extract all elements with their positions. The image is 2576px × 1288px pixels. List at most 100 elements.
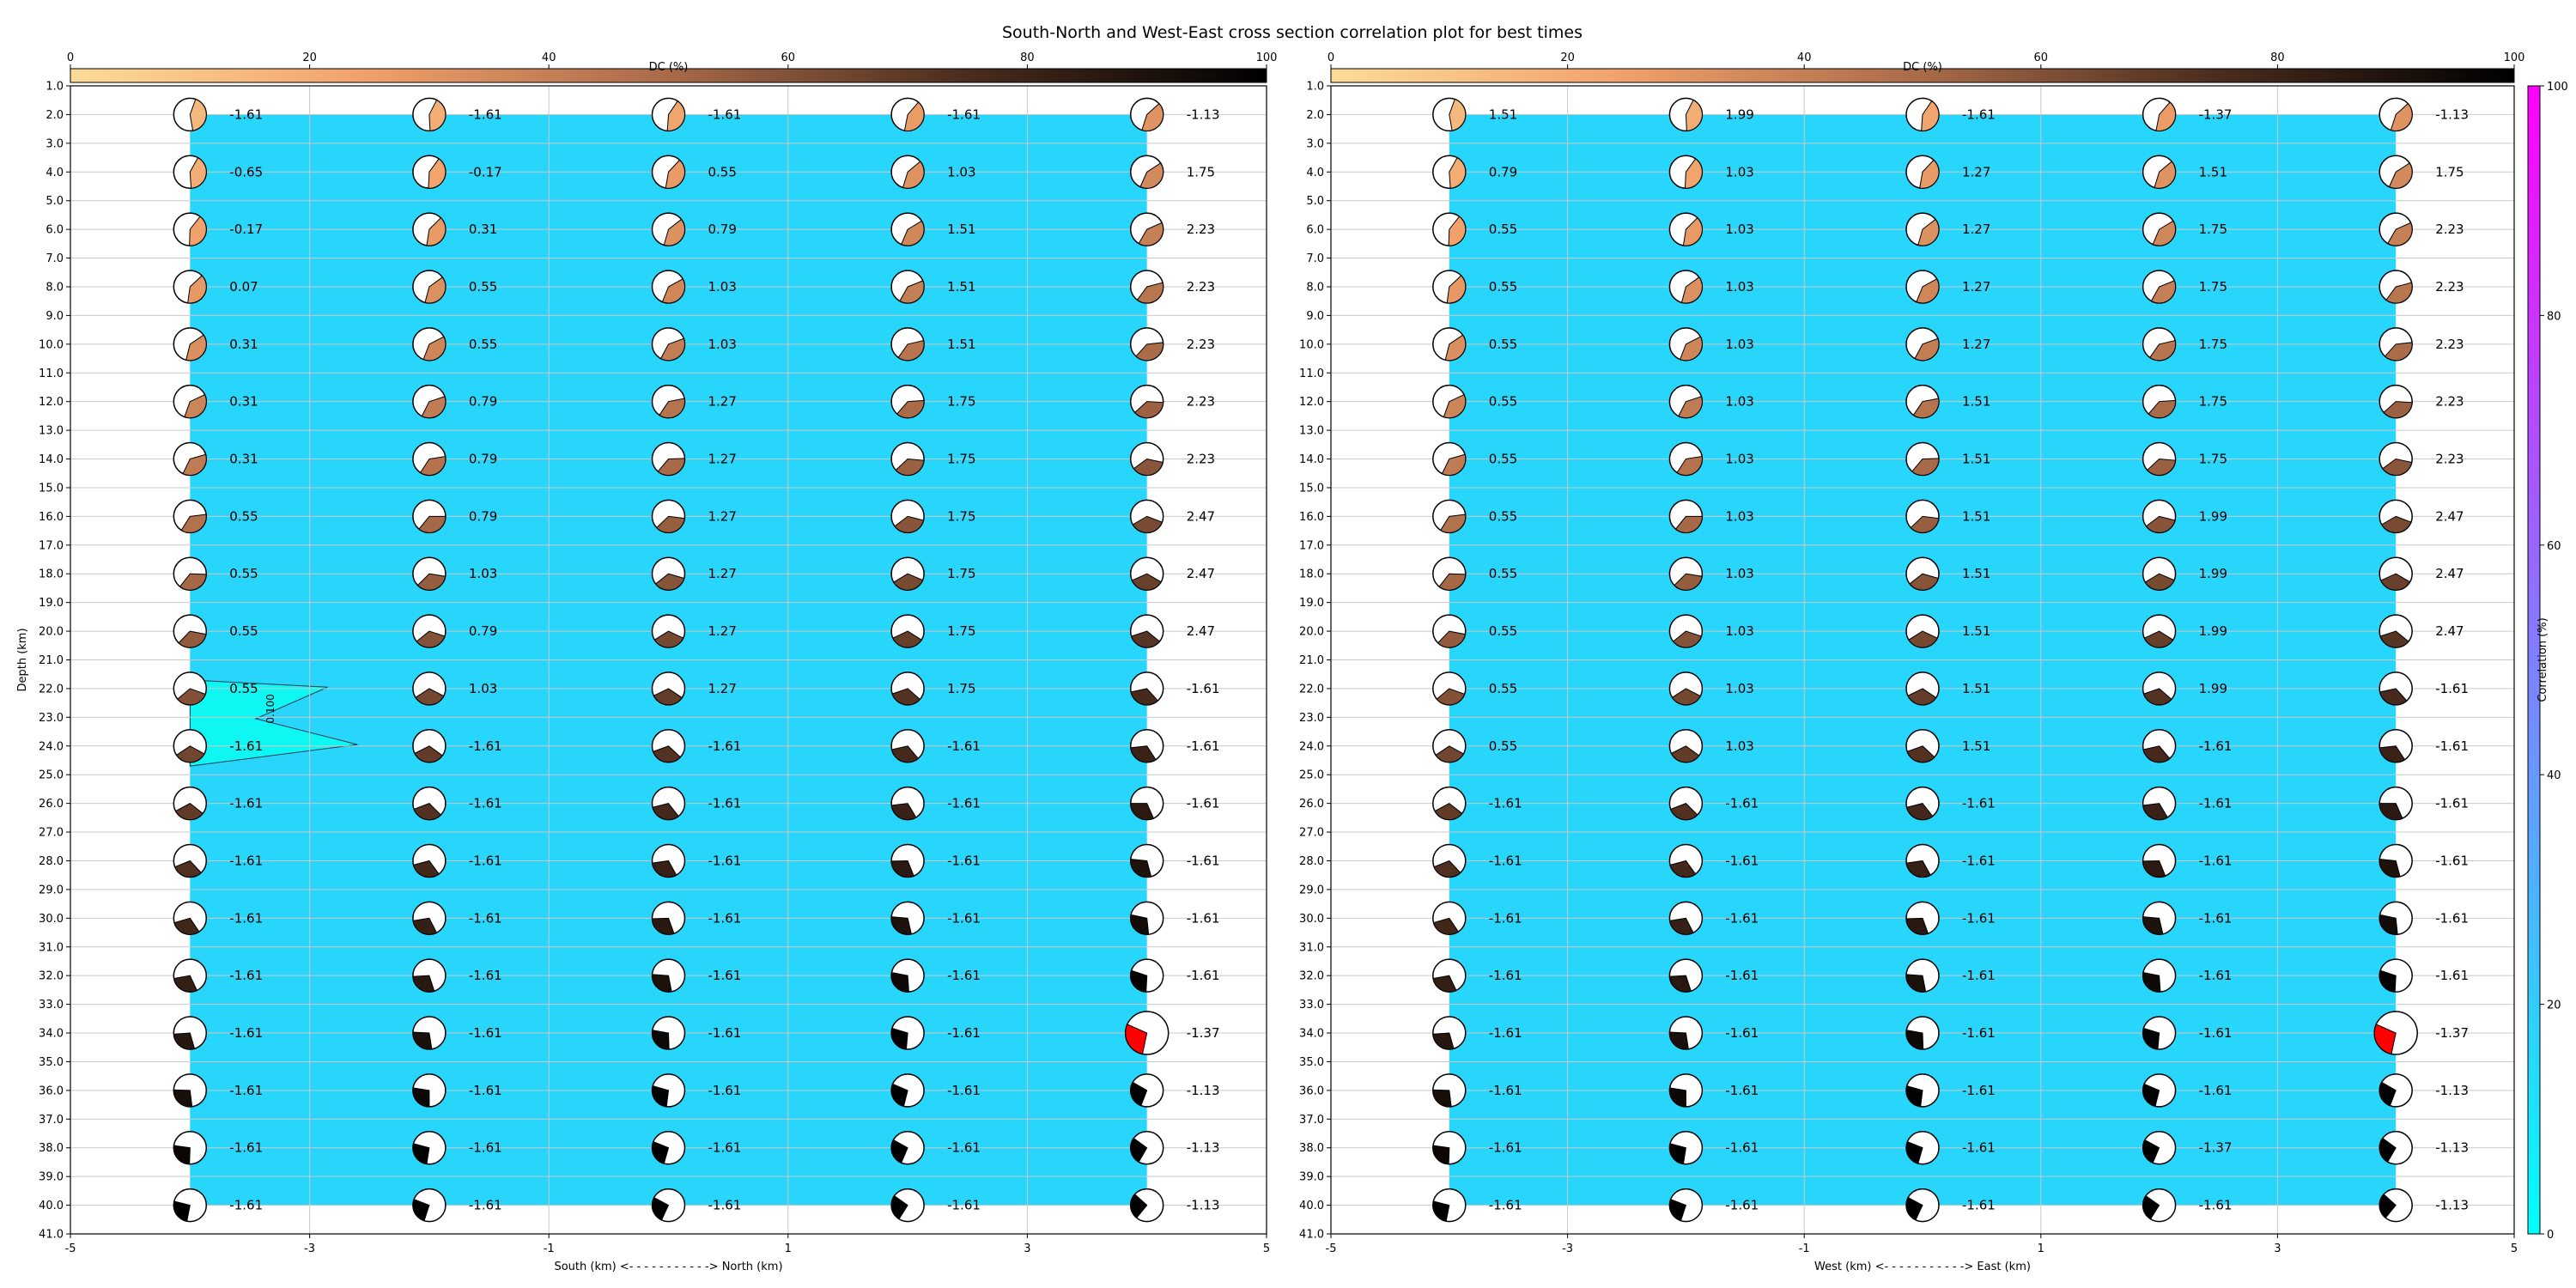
beachball (2142, 1188, 2177, 1223)
dc-colorbar-label: DC (%) (1903, 61, 1942, 74)
beachball-value: -1.61 (947, 738, 981, 754)
correlation-colorbar-gradient (2527, 85, 2541, 1235)
beachball (1432, 327, 1467, 361)
beachball-compression (1449, 98, 1467, 131)
beachball-compression (651, 917, 675, 935)
beachball-compression (2379, 1137, 2397, 1163)
beachball-compression (656, 515, 685, 533)
beachball-compression (2385, 282, 2413, 304)
beachball-compression (895, 459, 925, 476)
beachball-compression (416, 630, 446, 648)
beachball-compression (652, 1030, 670, 1050)
y-tick-label: 37.0 (39, 1114, 64, 1127)
beachball-compression (2142, 1083, 2160, 1107)
beachball-compression (2390, 103, 2413, 131)
beachball (2142, 729, 2177, 763)
beachball-value: 0.55 (1489, 394, 1517, 410)
beachball-compression (659, 337, 685, 361)
beachball-value: -1.13 (2435, 1198, 2469, 1213)
beachball-value: -1.61 (229, 796, 263, 811)
beachball-value: -1.13 (1187, 106, 1220, 122)
beachball (1432, 1130, 1467, 1165)
beachball-compression (652, 860, 677, 878)
beachball-value: -1.13 (2435, 1083, 2469, 1098)
beachball (1432, 212, 1467, 246)
beachball (412, 270, 447, 304)
beachball-value: 0.55 (1489, 623, 1517, 639)
dc-colorbar-tick-label: 20 (1560, 52, 1575, 64)
y-tick-label: 38.0 (1299, 1142, 1324, 1155)
beachball-compression (2379, 745, 2406, 763)
beachball-value: 2.23 (2435, 222, 2464, 237)
beachball-value: -1.61 (1489, 796, 1522, 811)
beachball (173, 786, 208, 821)
beachball-compression (180, 513, 207, 533)
beachball-compression (1130, 969, 1148, 993)
beachball-value: 0.79 (1489, 164, 1517, 179)
beachball-value: 1.75 (947, 566, 975, 581)
dc-colorbar-label: DC (%) (649, 61, 689, 74)
beachball-value: -1.61 (2435, 968, 2469, 983)
beachball-compression (1905, 917, 1929, 935)
beachball-value: -1.61 (469, 910, 502, 926)
beachball (651, 1016, 686, 1050)
beachball-value: 1.03 (1725, 279, 1753, 295)
beachball-value: -1.61 (2199, 1025, 2233, 1041)
beachball (1668, 327, 1704, 361)
beachball-value: -1.61 (1489, 1083, 1522, 1098)
dc-colorbar-gradient (70, 68, 1267, 83)
beachball-compression (1911, 458, 1940, 477)
beachball-compression (184, 393, 207, 419)
beachball-value: 1.27 (708, 681, 737, 696)
beachball-value: 2.23 (1187, 452, 1215, 467)
beachball-value: -1.61 (1725, 1025, 1759, 1041)
beachball-compression (2155, 101, 2177, 131)
beachball-value: -1.61 (2435, 853, 2469, 868)
y-tick-label: 11.0 (1299, 368, 1324, 380)
y-tick-label: 30.0 (1299, 913, 1324, 926)
beachball (1129, 97, 1164, 132)
correlation-colorbar-tick-label: 20 (2547, 999, 2561, 1012)
beachball-compression (187, 275, 207, 304)
beachball-compression (652, 1196, 670, 1221)
beachball (1432, 155, 1467, 190)
beachball-value: 2.23 (2435, 452, 2464, 467)
beachball (1668, 155, 1704, 190)
beachball-compression (653, 688, 683, 706)
beachball-value: -1.61 (708, 853, 742, 868)
beachball-value: 0.55 (1489, 337, 1517, 352)
beachball (1129, 843, 1164, 878)
beachball-value: 1.75 (947, 452, 975, 467)
beachball-compression (416, 573, 447, 591)
beachball-compression (894, 515, 925, 533)
beachball-value: 1.27 (1962, 222, 1990, 237)
beachball (1905, 614, 1940, 648)
beachball (2142, 786, 2177, 821)
beachball-value: -1.61 (469, 796, 502, 811)
beachball (1905, 97, 1940, 132)
beachball (1432, 384, 1467, 419)
beachball-value: -1.61 (1489, 1198, 1522, 1213)
y-tick-label: 23.0 (39, 712, 64, 725)
beachball (651, 671, 686, 706)
y-tick-label: 19.0 (39, 597, 64, 610)
beachball-compression (1130, 1081, 1148, 1107)
beachball-compression (412, 1031, 433, 1050)
beachball (2142, 1130, 2177, 1165)
beachball-value: 1.27 (708, 566, 737, 581)
figure-title: South-North and West-East cross section … (1002, 23, 1583, 42)
beachball-value: -1.61 (2199, 910, 2233, 926)
beachball (651, 155, 686, 190)
beachball-compression (897, 339, 925, 361)
beachball (1668, 1130, 1704, 1165)
beachball-compression (1130, 1194, 1148, 1219)
beachball (412, 958, 447, 993)
beachball-value: 2.47 (2435, 508, 2464, 524)
beachball (890, 1073, 925, 1108)
beachball-compression (2142, 1194, 2160, 1220)
y-tick-label: 21.0 (1299, 654, 1324, 667)
beachball-compression (2142, 745, 2171, 763)
beachball-value: 1.03 (1725, 508, 1753, 524)
beachball (890, 786, 925, 821)
beachball-compression (891, 688, 921, 706)
